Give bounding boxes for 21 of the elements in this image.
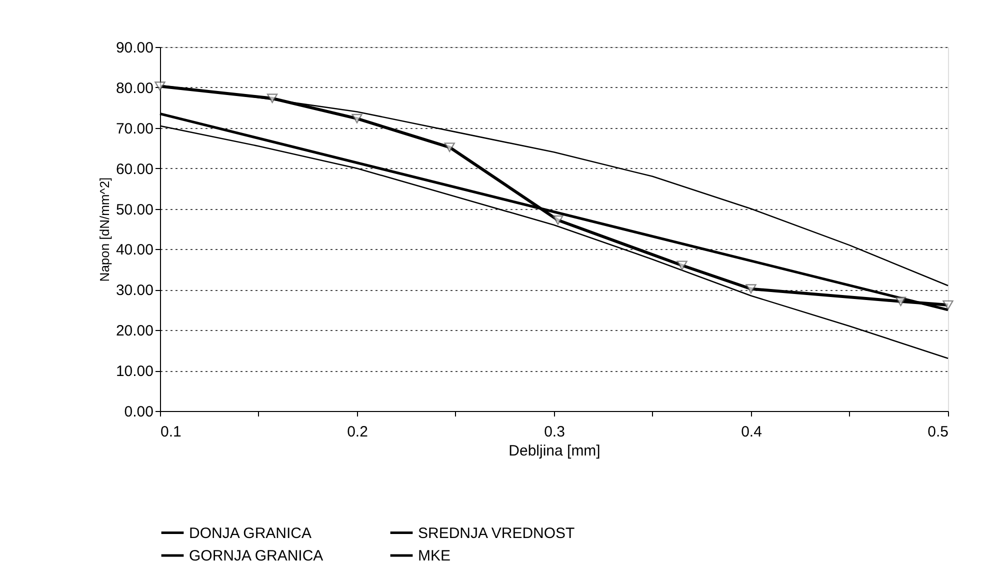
legend-label: GORNJA GRANICA [189,548,324,564]
x-tick-label: 0.2 [347,424,368,440]
y-tick-label: 80.00 [116,80,154,97]
x-tick-label: 0.1 [160,424,182,440]
y-tick-label: 10.00 [116,363,154,380]
x-tick-label: 0.5 [928,424,948,440]
y-tick-label: 50.00 [116,201,154,218]
y-tick-label: 20.00 [116,322,154,340]
y-tick-label: 40.00 [116,242,154,259]
y-tick-label: 90.00 [116,40,154,56]
legend-label: MKE [418,548,451,564]
legend-label: SREDNJA VREDNOST [418,524,575,542]
legend-label: DONJA GRANICA [189,524,312,542]
x-tick-label: 0.3 [544,424,565,440]
y-tick-label: 0.00 [124,404,154,420]
x-axis-title: Debljina [mm] [508,442,600,460]
y-tick-label: 30.00 [116,282,154,300]
y-tick-label: 70.00 [116,120,154,138]
y-tick-label: 60.00 [116,160,154,178]
y-axis-title: Napon [dN/mm^2] [96,177,112,282]
x-tick-label: 0.4 [741,424,762,440]
